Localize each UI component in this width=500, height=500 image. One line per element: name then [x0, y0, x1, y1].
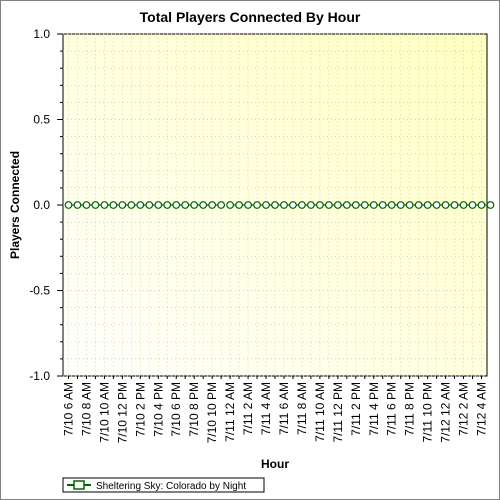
y-tick-label: 1.0: [33, 27, 50, 41]
data-point: [468, 201, 477, 209]
data-point: [64, 201, 73, 209]
data-point: [387, 201, 396, 209]
x-tick-label: 7/11 12 AM: [223, 382, 237, 442]
data-point: [486, 201, 495, 209]
data-point: [82, 201, 91, 209]
data-point: [244, 201, 252, 209]
data-point: [477, 201, 486, 209]
data-point: [181, 201, 190, 209]
data-point: [100, 201, 109, 209]
chart-title: Total Players Connected By Hour: [140, 9, 361, 25]
x-tick-label: 7/11 2 PM: [349, 382, 363, 436]
data-point: [351, 201, 360, 209]
data-point: [289, 201, 297, 209]
x-tick-label: 7/11 8 PM: [403, 382, 417, 436]
data-point: [118, 201, 127, 209]
data-point: [172, 201, 181, 209]
data-point: [396, 201, 405, 209]
data-point: [127, 201, 136, 209]
data-point: [405, 201, 414, 209]
y-tick-label: 0.0: [33, 198, 50, 212]
x-tick-label: 7/11 6 PM: [385, 382, 399, 436]
data-point: [378, 201, 387, 209]
x-tick-label: 7/11 4 PM: [367, 382, 381, 436]
x-tick-label: 7/10 4 PM: [151, 382, 165, 437]
data-point: [136, 201, 145, 209]
y-axis-label: Players Connected: [8, 151, 22, 259]
x-tick-label: 7/11 6 AM: [277, 382, 291, 435]
data-point: [324, 201, 333, 209]
data-point: [271, 201, 279, 209]
x-tick-label: 7/10 10 AM: [97, 382, 111, 443]
data-point: [441, 201, 450, 209]
data-point: [226, 201, 235, 209]
data-point: [235, 201, 243, 209]
x-tick-label: 7/10 2 PM: [133, 382, 147, 437]
data-point: [414, 201, 423, 209]
data-point: [73, 201, 82, 209]
data-point: [154, 201, 163, 209]
x-tick-label: 7/10 10 PM: [205, 382, 219, 443]
x-axis: 7/10 6 AM 7/10 8 AM 7/10 10 AM 7/10 12 PM 7/…: [62, 376, 489, 443]
data-point: [199, 201, 208, 209]
y-tick-label: -0.5: [29, 284, 50, 298]
x-tick-label: 7/12 12 AM: [439, 382, 453, 443]
data-point: [315, 201, 324, 209]
data-point: [145, 201, 154, 209]
data-point: [190, 201, 199, 209]
x-tick-label: 7/11 4 AM: [259, 382, 273, 435]
data-point: [208, 201, 217, 209]
y-axis: 1.0 0.5 0.0 -0.5 -1.0: [29, 27, 63, 383]
data-point: [333, 201, 342, 209]
data-point: [280, 201, 288, 209]
data-point: [423, 201, 432, 209]
x-tick-label: 7/11 8 AM: [295, 382, 309, 435]
x-tick-label: 7/10 8 AM: [79, 382, 93, 436]
x-tick-label: 7/11 10 AM: [313, 382, 327, 442]
data-point: [307, 201, 315, 209]
x-tick-label: 7/10 8 PM: [187, 382, 201, 437]
data-point: [109, 201, 118, 209]
data-point: [217, 201, 226, 209]
x-tick-label: 7/12 2 AM: [457, 382, 471, 436]
data-point: [262, 201, 270, 209]
data-point: [450, 201, 459, 209]
data-point: [360, 201, 369, 209]
x-tick-label: 7/10 6 AM: [62, 382, 76, 436]
legend-box: [62, 477, 265, 493]
data-point: [163, 201, 172, 209]
data-point: [91, 201, 100, 209]
data-point: [298, 201, 306, 209]
x-tick-label: 7/11 10 PM: [421, 382, 435, 442]
legend: Sheltering Sky: Colorado by Night: [62, 477, 265, 493]
legend-entry: Sheltering Sky: Colorado by Night: [96, 481, 246, 492]
x-tick-label: 7/10 6 PM: [169, 382, 183, 437]
series-group: [64, 201, 495, 209]
grid-lines: [63, 33, 487, 377]
legend-marker-icon: [73, 480, 85, 490]
data-point: [369, 201, 378, 209]
data-point: [342, 201, 351, 209]
x-tick-label: 7/12 4 AM: [475, 382, 489, 436]
data-point: [459, 201, 468, 209]
x-tick-label: 7/11 2 AM: [241, 382, 255, 435]
data-point: [432, 201, 441, 209]
y-tick-label: -1.0: [29, 369, 50, 383]
x-tick-label: 7/10 12 PM: [115, 382, 129, 443]
y-tick-label: 0.5: [33, 113, 50, 127]
data-point: [253, 201, 261, 209]
x-tick-label: 7/11 12 PM: [331, 382, 345, 442]
x-axis-label: Hour: [261, 457, 289, 471]
